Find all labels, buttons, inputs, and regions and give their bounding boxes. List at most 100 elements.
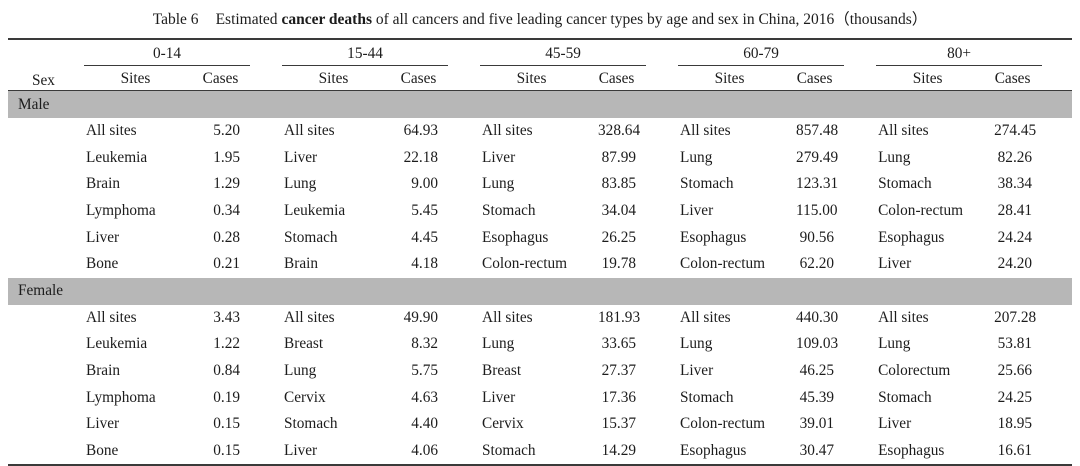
title-text-before-bold: Estimated xyxy=(215,11,282,28)
sex-spacer-cell xyxy=(8,358,82,385)
cases-cell: 26.25 xyxy=(601,228,637,246)
site-cell: Lung xyxy=(482,335,515,353)
sex-spacer-cell xyxy=(8,331,82,358)
sites-subheader: Sites xyxy=(874,68,994,91)
cases-cell: 0.84 xyxy=(213,362,241,380)
cases-cell: 0.19 xyxy=(213,388,241,406)
sex-spacer-cell xyxy=(8,198,82,225)
site-cell: Lung xyxy=(878,148,911,166)
site-cell: Brain xyxy=(284,255,319,273)
site-cell: Lung xyxy=(482,175,515,193)
age-group-label: 15-44 xyxy=(282,45,449,66)
site-cell: Bone xyxy=(86,255,119,273)
section-band-row: Female xyxy=(8,277,1073,305)
site-cell: Lymphoma xyxy=(86,388,156,406)
cases-cell: 0.15 xyxy=(213,415,241,433)
cases-cell: 18.95 xyxy=(997,415,1033,433)
cases-cell: 45.39 xyxy=(799,388,835,406)
cases-cell: 0.21 xyxy=(213,255,241,273)
cases-cell: 46.25 xyxy=(799,362,835,380)
cases-cell: 4.18 xyxy=(411,255,439,273)
cases-cell: 3.43 xyxy=(213,308,241,326)
sites-subheader: Sites xyxy=(676,68,796,91)
site-cell: All sites xyxy=(284,122,335,140)
site-cell: Colon-rectum xyxy=(680,255,766,273)
cases-cell: 17.36 xyxy=(601,388,637,406)
cases-cell: 30.47 xyxy=(799,441,835,459)
cases-cell: 115.00 xyxy=(796,202,838,220)
cases-cell: 1.22 xyxy=(213,335,241,353)
site-cell: Esophagus xyxy=(878,441,945,459)
sex-spacer-cell xyxy=(8,171,82,198)
site-cell: Liver xyxy=(482,148,516,166)
cases-cell: 39.01 xyxy=(799,415,835,433)
cases-cell: 19.78 xyxy=(601,255,637,273)
site-cell: Cervix xyxy=(284,388,326,406)
sex-spacer-cell xyxy=(8,305,82,332)
site-cell: Brain xyxy=(86,175,120,193)
table-row: Brain 1.29 Lung 9.00 Lung 83.85 Stomach 123.31 S… xyxy=(8,171,1072,198)
site-cell: Esophagus xyxy=(680,228,747,246)
cases-cell: 16.61 xyxy=(997,441,1033,459)
table-title: Table 6 Estimated cancer deaths of all ca… xyxy=(0,7,1080,29)
site-cell: Brain xyxy=(86,362,120,380)
site-cell: Stomach xyxy=(284,415,338,433)
cases-cell: 857.48 xyxy=(796,122,839,140)
site-cell: Breast xyxy=(482,362,522,380)
site-cell: All sites xyxy=(86,308,137,326)
cases-cell: 83.85 xyxy=(601,175,637,193)
cases-cell: 25.66 xyxy=(997,362,1033,380)
site-cell: Liver xyxy=(680,362,714,380)
cases-cell: 4.40 xyxy=(411,415,439,433)
site-cell: All sites xyxy=(482,308,533,326)
cases-cell: 49.90 xyxy=(403,308,439,326)
cases-cell: 9.00 xyxy=(411,175,439,193)
cases-cell: 4.45 xyxy=(411,228,439,246)
table-row: All sites 3.43 All sites 49.90 All sites 181.… xyxy=(8,305,1072,332)
site-cell: All sites xyxy=(680,308,731,326)
cases-cell: 109.03 xyxy=(796,335,839,353)
table-row: Leukemia 1.22 Breast 8.32 Lung 33.65 Lung 109.0… xyxy=(8,331,1072,358)
table-row: Leukemia 1.95 Liver 22.18 Liver 87.99 Lung 279.… xyxy=(8,145,1072,172)
site-cell: Liver xyxy=(878,415,912,433)
age-group-label: 0-14 xyxy=(84,45,251,66)
sex-spacer-cell xyxy=(8,251,82,278)
cases-cell: 24.20 xyxy=(997,255,1033,273)
cases-cell: 64.93 xyxy=(403,122,439,140)
table-number-label: Table 6 xyxy=(152,11,199,28)
cases-cell: 328.64 xyxy=(598,122,641,140)
site-cell: Leukemia xyxy=(86,148,148,166)
sex-column-header: Sex xyxy=(8,39,82,91)
cases-cell: 28.41 xyxy=(997,202,1033,220)
cases-cell: 5.20 xyxy=(213,122,241,140)
age-group-header: 45-59 xyxy=(478,39,676,68)
site-cell: Colon-rectum xyxy=(878,202,964,220)
cases-cell: 53.81 xyxy=(997,335,1033,353)
cases-cell: 0.28 xyxy=(213,228,241,246)
cases-cell: 33.65 xyxy=(601,335,637,353)
age-group-header: 80+ xyxy=(874,39,1072,68)
age-group-header-row: Sex 0-14 15-44 45-59 60-79 80+ xyxy=(8,39,1072,91)
cases-cell: 123.31 xyxy=(796,175,839,193)
section-band-row: Male xyxy=(8,90,1073,118)
table-body: Male All sites 5.20 All sites 64.93 All sites… xyxy=(8,90,1073,466)
site-cell: Leukemia xyxy=(284,202,346,220)
site-cell: Stomach xyxy=(878,388,932,406)
cases-cell: 5.75 xyxy=(411,362,439,380)
site-cell: Liver xyxy=(86,415,120,433)
site-cell: Liver xyxy=(284,148,318,166)
sex-spacer-cell xyxy=(8,438,82,466)
cases-cell: 207.28 xyxy=(994,308,1037,326)
cases-subheader: Cases xyxy=(597,68,677,91)
table-header: Sex 0-14 15-44 45-59 60-79 80+ Sites Cas… xyxy=(8,39,1073,91)
cases-cell: 279.49 xyxy=(796,148,839,166)
table-row: Brain 0.84 Lung 5.75 Breast 27.37 Liver 46.25 Co… xyxy=(8,358,1072,385)
cases-cell: 14.29 xyxy=(601,441,637,459)
table-row: Liver 0.15 Stomach 4.40 Cervix 15.37 Colon-rec… xyxy=(8,411,1072,438)
site-cell: Lymphoma xyxy=(86,202,156,220)
cases-subheader: Cases xyxy=(993,68,1073,91)
cases-cell: 90.56 xyxy=(799,228,835,246)
table-row: Lymphoma 0.34 Leukemia 5.45 Stomach 34.04 Live… xyxy=(8,198,1072,225)
site-cell: Stomach xyxy=(482,441,536,459)
site-cell: Colon-rectum xyxy=(680,415,766,433)
